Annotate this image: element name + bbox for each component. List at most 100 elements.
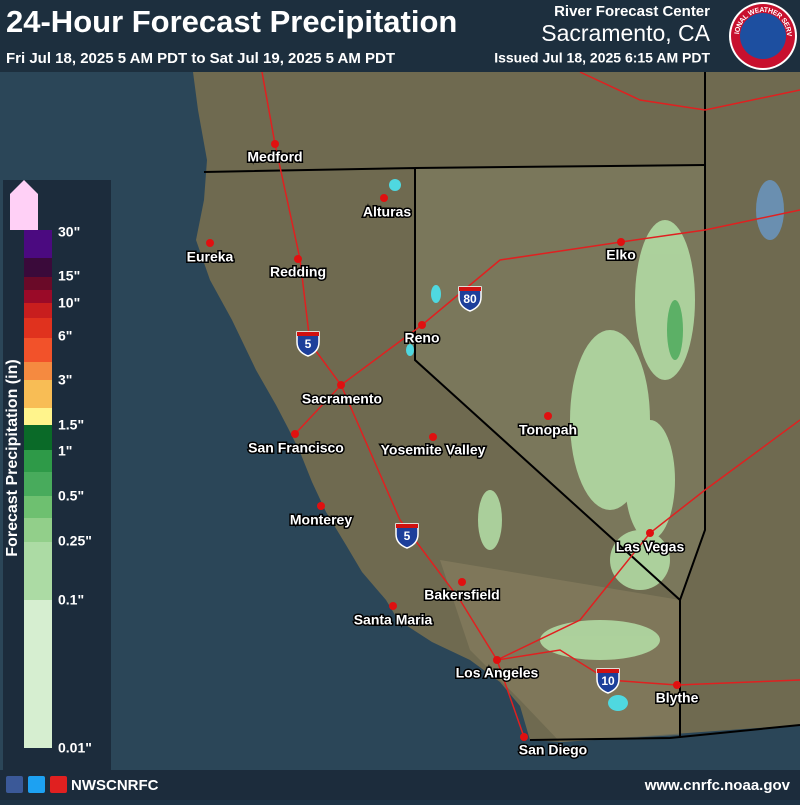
city-label: Los Angeles [456, 665, 539, 681]
city-dot [317, 502, 325, 510]
state-border [679, 72, 706, 601]
legend-label: 0.25" [58, 533, 92, 549]
legend-band [24, 450, 52, 472]
city-label: Las Vegas [616, 539, 685, 555]
city-label: Redding [270, 264, 326, 280]
legend-label: 6" [58, 328, 72, 344]
city-dot [646, 529, 654, 537]
city-label: Alturas [363, 204, 411, 220]
legend-label: 30" [58, 224, 80, 240]
legend-label: 1.5" [58, 417, 84, 433]
legend-band [24, 542, 52, 600]
city-label: Sacramento [302, 391, 382, 407]
legend-band [24, 230, 52, 258]
city-dot [617, 238, 625, 246]
website[interactable]: www.cnrfc.noaa.gov [644, 777, 791, 794]
legend-band [24, 425, 52, 450]
legend-band [24, 362, 52, 380]
interstate-shield-top [396, 524, 418, 528]
state-border [529, 724, 800, 741]
precip-area [478, 490, 502, 550]
legend-band [24, 303, 52, 318]
city-dot [291, 430, 299, 438]
city-dot [389, 602, 397, 610]
lakes [389, 179, 784, 711]
lake [389, 179, 401, 191]
facebook-icon[interactable] [6, 776, 23, 793]
city-dot [458, 578, 466, 586]
interstate-shield [458, 286, 482, 312]
city-label: Bakersfield [424, 587, 499, 603]
legend-band [24, 258, 52, 277]
legend-label: 15" [58, 268, 80, 284]
legend-label: 0.1" [58, 592, 84, 608]
legend-label: 1" [58, 443, 72, 459]
precip-area [610, 530, 670, 590]
city-dot [380, 194, 388, 202]
state-border [203, 166, 681, 738]
title: 24-Hour Forecast Precipitation [6, 4, 457, 39]
city-dot [544, 412, 552, 420]
legend-band [24, 338, 52, 362]
state-borders [203, 72, 800, 741]
legend-title: Forecast Precipitation (in) [4, 359, 21, 556]
city-label: San Francisco [248, 440, 344, 456]
legend-band [24, 277, 52, 290]
issued: Issued Jul 18, 2025 6:15 AM PDT [494, 50, 710, 66]
precip-area-heavy [667, 300, 683, 360]
interstate-shield-top [297, 332, 319, 336]
legend-band [24, 472, 52, 496]
legend-band [24, 600, 52, 748]
city-dot [429, 433, 437, 441]
city-label: Eureka [187, 249, 234, 265]
precip-area [625, 420, 675, 540]
lake [756, 180, 784, 240]
social-handle[interactable]: NWSCNRFC [71, 777, 159, 794]
interstate-shield [296, 331, 320, 357]
interstate-shield [596, 668, 620, 694]
youtube-icon[interactable] [50, 776, 67, 793]
center-label: River Forecast Center [554, 3, 710, 20]
legend: 30" 15" 10" 6" 3" 1.5" 1" 0.5" 0.25" 0.1" 0.01" [10, 180, 92, 756]
cities: Medford Alturas Eureka Redding Elko Reno Sacra… [185, 140, 700, 759]
city-label: Tonopah [519, 422, 577, 438]
state-border [414, 164, 706, 169]
city-label: Medford [247, 149, 302, 165]
highway [579, 71, 800, 111]
city-label: Monterey [290, 512, 352, 528]
legend-band [24, 290, 52, 303]
twitter-icon[interactable] [28, 776, 45, 793]
interstate-number: 80 [463, 292, 477, 306]
city-dot [418, 321, 426, 329]
interstate-number: 5 [404, 529, 411, 543]
interstate-number: 5 [305, 337, 312, 351]
city-label: Santa Maria [354, 612, 433, 628]
legend-box [3, 180, 111, 770]
legend-band [24, 318, 52, 338]
lake [406, 344, 414, 356]
legend-label: 3" [58, 372, 72, 388]
city-dot [271, 140, 279, 148]
precip-area [635, 220, 695, 380]
interstate-shield [395, 523, 419, 549]
city-label: Elko [606, 247, 636, 263]
lake [431, 285, 441, 303]
legend-band [24, 408, 52, 425]
city-dot [673, 681, 681, 689]
interstate-number: 10 [601, 674, 615, 688]
city-dot [206, 239, 214, 247]
legend-band [24, 380, 52, 408]
interstate-shield-top [459, 287, 481, 291]
header-bar [0, 0, 800, 72]
city-label: Reno [405, 330, 440, 346]
center-name: Sacramento, CA [541, 20, 710, 46]
footer-bar [0, 770, 800, 800]
precip-area [540, 620, 660, 660]
city-dot [520, 733, 528, 741]
interstate-shield-top [597, 669, 619, 673]
period: Fri Jul 18, 2025 5 AM PDT to Sat Jul 19,… [6, 50, 395, 67]
lake [608, 695, 628, 711]
legend-label: 0.5" [58, 488, 84, 504]
city-label: San Diego [519, 742, 587, 758]
